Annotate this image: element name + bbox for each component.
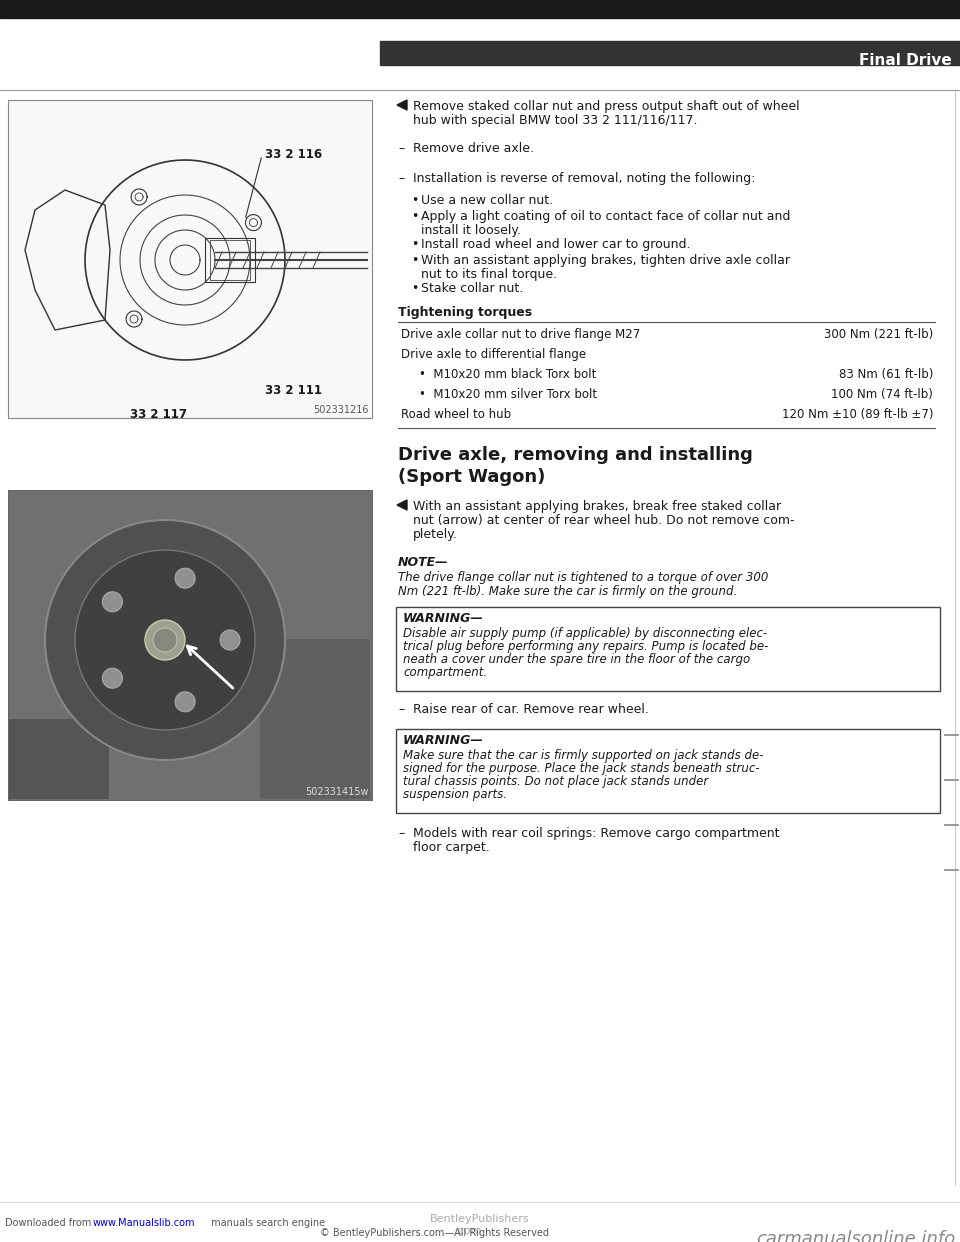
Text: •  M10x20 mm silver Torx bolt: • M10x20 mm silver Torx bolt: [419, 388, 597, 401]
Text: WARNING—: WARNING—: [403, 612, 484, 625]
Text: © BentleyPublishers.com—All Rights Reserved: © BentleyPublishers.com—All Rights Reser…: [320, 1228, 549, 1238]
Text: nut (arrow) at center of rear wheel hub. Do not remove com-: nut (arrow) at center of rear wheel hub.…: [413, 514, 795, 527]
Polygon shape: [397, 501, 407, 510]
Circle shape: [45, 520, 285, 760]
Text: 502331415w: 502331415w: [305, 787, 369, 797]
Circle shape: [103, 591, 123, 612]
Circle shape: [175, 568, 195, 589]
Text: Drive axle to differential flange: Drive axle to differential flange: [401, 348, 587, 361]
Text: •: •: [411, 238, 419, 251]
Text: Drive axle, removing and installing: Drive axle, removing and installing: [398, 446, 753, 465]
Text: •: •: [411, 282, 419, 296]
Text: Apply a light coating of oil to contact face of collar nut and: Apply a light coating of oil to contact …: [421, 210, 790, 224]
Text: Raise rear of car. Remove rear wheel.: Raise rear of car. Remove rear wheel.: [413, 703, 649, 715]
Text: –: –: [398, 171, 404, 185]
Circle shape: [153, 628, 177, 652]
Text: 33 2 111: 33 2 111: [265, 384, 322, 396]
Circle shape: [103, 668, 123, 688]
Text: 33 2 116: 33 2 116: [265, 149, 323, 161]
Text: •  M10x20 mm black Torx bolt: • M10x20 mm black Torx bolt: [419, 368, 596, 381]
Text: Nm (221 ft-lb). Make sure the car is firmly on the ground.: Nm (221 ft-lb). Make sure the car is fir…: [398, 585, 737, 597]
Bar: [210, 240, 250, 279]
Text: Make sure that the car is firmly supported on jack stands de-: Make sure that the car is firmly support…: [403, 749, 763, 763]
Text: 331-15: 331-15: [896, 40, 950, 53]
Bar: [0, 0, 960, 17]
Text: pletely.: pletely.: [413, 528, 458, 542]
Text: •: •: [411, 255, 419, 267]
Text: neath a cover under the spare tire in the floor of the cargo: neath a cover under the spare tire in th…: [403, 653, 751, 666]
Text: –: –: [398, 827, 404, 840]
Text: 33 2 117: 33 2 117: [130, 409, 187, 421]
Text: signed for the purpose. Place the jack stands beneath struc-: signed for the purpose. Place the jack s…: [403, 763, 759, 775]
Text: •: •: [411, 210, 419, 224]
Text: carmanualsonline.info: carmanualsonline.info: [756, 1230, 955, 1242]
Bar: [380, 41, 960, 65]
Text: NOTE—: NOTE—: [398, 556, 448, 569]
Text: nut to its final torque.: nut to its final torque.: [421, 268, 557, 281]
Text: With an assistant applying brakes, break free staked collar: With an assistant applying brakes, break…: [413, 501, 781, 513]
Text: BentleyPublishers: BentleyPublishers: [430, 1213, 530, 1225]
Text: www.Manualslib.com: www.Manualslib.com: [93, 1218, 196, 1228]
Text: trical plug before performing any repairs. Pump is located be-: trical plug before performing any repair…: [403, 640, 768, 653]
Text: compartment.: compartment.: [403, 666, 487, 679]
Text: floor carpet.: floor carpet.: [413, 841, 490, 854]
Circle shape: [145, 620, 185, 660]
Bar: [205, 238, 255, 282]
Text: Disable air supply pump (if applicable) by disconnecting elec-: Disable air supply pump (if applicable) …: [403, 627, 767, 640]
Text: Road wheel to hub: Road wheel to hub: [401, 409, 511, 421]
Text: manuals search engine: manuals search engine: [208, 1218, 325, 1228]
Text: Drive axle collar nut to drive flange M27: Drive axle collar nut to drive flange M2…: [401, 328, 640, 342]
Text: 502331216: 502331216: [314, 405, 369, 415]
Bar: [8, 101, 372, 419]
Text: Remove drive axle.: Remove drive axle.: [413, 142, 534, 155]
Text: Installation is reverse of removal, noting the following:: Installation is reverse of removal, noti…: [413, 171, 756, 185]
Text: 83 Nm (61 ft-lb): 83 Nm (61 ft-lb): [839, 368, 933, 381]
Bar: [396, 729, 940, 814]
Bar: [396, 607, 940, 691]
Text: Stake collar nut.: Stake collar nut.: [421, 282, 523, 296]
Bar: [8, 491, 372, 800]
Text: With an assistant applying brakes, tighten drive axle collar: With an assistant applying brakes, tight…: [421, 255, 790, 267]
Text: Install road wheel and lower car to ground.: Install road wheel and lower car to grou…: [421, 238, 690, 251]
Text: hub with special BMW tool 33 2 111/116/117.: hub with special BMW tool 33 2 111/116/1…: [413, 114, 698, 127]
Text: –: –: [398, 142, 404, 155]
Text: Remove staked collar nut and press output shaft out of wheel: Remove staked collar nut and press outpu…: [413, 101, 800, 113]
Text: The drive flange collar nut is tightened to a torque of over 300: The drive flange collar nut is tightened…: [398, 571, 768, 584]
Circle shape: [175, 692, 195, 712]
Text: –: –: [398, 703, 404, 715]
Text: Tightening torques: Tightening torques: [398, 306, 532, 319]
Text: 120 Nm ±10 (89 ft-lb ±7): 120 Nm ±10 (89 ft-lb ±7): [781, 409, 933, 421]
Text: Downloaded from: Downloaded from: [5, 1218, 94, 1228]
Text: Use a new collar nut.: Use a new collar nut.: [421, 194, 553, 207]
Bar: [260, 638, 370, 799]
Bar: [9, 719, 109, 799]
Circle shape: [220, 630, 240, 650]
Text: WARNING—: WARNING—: [403, 734, 484, 746]
Text: (Sport Wagon): (Sport Wagon): [398, 468, 545, 486]
Text: •: •: [411, 194, 419, 207]
Text: Models with rear coil springs: Remove cargo compartment: Models with rear coil springs: Remove ca…: [413, 827, 780, 840]
Text: tural chassis points. Do not place jack stands under: tural chassis points. Do not place jack …: [403, 775, 708, 787]
Text: install it loosely.: install it loosely.: [421, 224, 521, 237]
Polygon shape: [397, 101, 407, 111]
Text: 100 Nm (74 ft-lb): 100 Nm (74 ft-lb): [831, 388, 933, 401]
Text: Final Drive: Final Drive: [859, 53, 952, 68]
Circle shape: [75, 550, 255, 730]
Text: .com: .com: [455, 1226, 482, 1236]
Text: 300 Nm (221 ft-lb): 300 Nm (221 ft-lb): [824, 328, 933, 342]
Text: suspension parts.: suspension parts.: [403, 787, 507, 801]
